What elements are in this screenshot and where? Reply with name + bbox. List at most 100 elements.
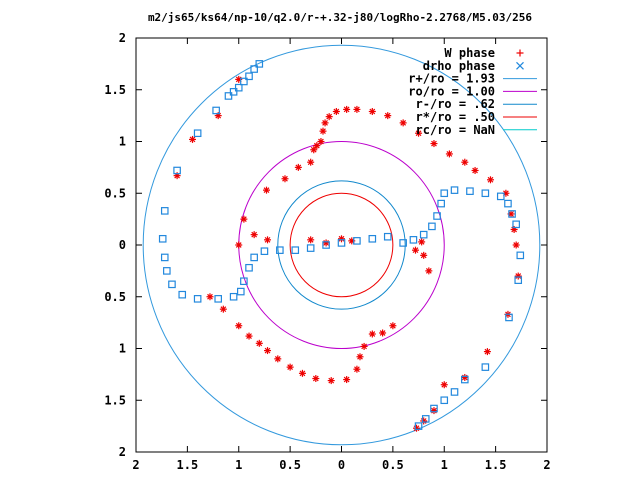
circle-1 xyxy=(238,141,445,349)
x-tick-label: 0.5 xyxy=(382,458,404,472)
w-phase-point xyxy=(512,241,520,249)
w-phase-point xyxy=(312,375,320,383)
drho-phase-point xyxy=(158,234,167,243)
w-phase-point xyxy=(255,339,263,347)
w-phase-point xyxy=(514,272,522,280)
x-tick-label: 0.5 xyxy=(279,458,301,472)
x-tick-label: 1.5 xyxy=(177,458,199,472)
drho-phase-point xyxy=(168,280,176,289)
legend-label: W phase xyxy=(444,46,495,60)
w-phase-point xyxy=(368,330,376,338)
drho-phase-point xyxy=(234,83,243,92)
drho-phase-point xyxy=(250,253,258,262)
w-phase-point xyxy=(486,176,494,184)
w-phase-point xyxy=(310,146,318,154)
w-phase-point xyxy=(307,158,315,166)
drho-phase-point xyxy=(466,187,474,195)
drho-phase-point xyxy=(450,186,459,194)
drho-phase-point xyxy=(399,239,407,247)
w-phase-point xyxy=(445,150,453,158)
drho-phase-point xyxy=(160,253,169,262)
drho-phase-point xyxy=(514,276,523,284)
drho-phase-point xyxy=(214,295,223,303)
w-phase-point xyxy=(368,107,376,115)
legend-label: r+/ro = 1.93 xyxy=(408,72,495,86)
w-phase-point xyxy=(379,329,387,337)
x-tick-label: 1.5 xyxy=(485,458,507,472)
drho-phase-point xyxy=(437,199,445,208)
legend-label: rc/ro = NaN xyxy=(416,123,495,137)
drho-phase-point xyxy=(250,65,258,73)
w-phase-point xyxy=(264,347,272,355)
w-phase-point xyxy=(262,186,270,194)
drho-phase-point xyxy=(306,244,315,252)
drho-phase-point xyxy=(496,192,505,201)
drho-phase-point xyxy=(322,241,330,249)
w-phase-point xyxy=(294,163,302,171)
drho-phase-point xyxy=(461,375,469,384)
w-phase-point xyxy=(353,105,361,113)
w-phase-point xyxy=(384,112,392,120)
w-phase-point xyxy=(418,238,426,246)
x-tick-label: 1 xyxy=(235,458,242,472)
drho-phase-point xyxy=(337,239,346,247)
drho-phase-point xyxy=(240,77,248,86)
drho-phase-point xyxy=(430,404,438,413)
drho-phase-point xyxy=(163,267,171,275)
drho-phase-point xyxy=(481,189,490,198)
x-tick-label: 1 xyxy=(441,458,448,472)
drho-phase-point xyxy=(428,222,436,231)
w-phase-point xyxy=(274,355,282,363)
drho-phase-point xyxy=(481,363,490,371)
w-phase-point xyxy=(235,241,243,249)
circle-2 xyxy=(277,180,406,310)
y-tick-label: 0 xyxy=(119,238,126,252)
drho-phase-point xyxy=(433,212,441,220)
w-phase-point xyxy=(313,142,321,150)
w-phase-point xyxy=(264,236,272,244)
drho-phase-point xyxy=(508,210,516,218)
drho-phase-point xyxy=(224,92,233,100)
w-phase-point xyxy=(327,377,335,385)
drho-phase-point xyxy=(178,290,187,299)
y-tick-label: 1.5 xyxy=(104,393,126,407)
circle-3 xyxy=(289,192,394,298)
w-phase-point xyxy=(245,332,253,340)
drho-phase-point xyxy=(193,295,202,303)
drho-phase-point xyxy=(260,247,269,256)
w-phase-point xyxy=(240,215,248,223)
w-phase-point xyxy=(471,166,479,174)
w-phase-point xyxy=(219,305,227,313)
drho-phase-point xyxy=(419,230,428,239)
chart-title: m2/js65/ks64/np-10/q2.0/r-+.32-j80/logRh… xyxy=(148,11,532,24)
w-phase-point xyxy=(250,231,258,239)
w-phase-point xyxy=(440,381,448,389)
w-phase-point xyxy=(415,129,423,137)
w-phase-point xyxy=(322,239,330,247)
w-phase-point xyxy=(307,236,315,244)
w-phase-point xyxy=(356,353,364,361)
drho-phase-point xyxy=(160,207,169,215)
w-phase-point xyxy=(399,119,407,127)
w-phase-point xyxy=(360,342,368,350)
drho-phase-point xyxy=(414,422,423,430)
drho-phase-point xyxy=(368,234,377,243)
drho-phase-point xyxy=(240,277,248,286)
w-phase-point xyxy=(425,267,433,275)
w-phase-point xyxy=(461,373,469,381)
w-phase-point xyxy=(281,175,289,183)
drho-phase-point xyxy=(276,246,284,254)
drho-phase-point xyxy=(421,415,430,423)
w-phase-point xyxy=(321,119,329,127)
w-phase-point xyxy=(332,107,340,115)
w-phase-point xyxy=(343,376,351,384)
w-phase-point xyxy=(189,135,197,143)
drho-phase-point xyxy=(229,88,238,96)
y-tick-label: 1.5 xyxy=(104,83,126,97)
y-tick-label: 0.5 xyxy=(104,290,126,304)
drho-phase-point xyxy=(245,263,253,272)
y-tick-label: 0.5 xyxy=(104,186,126,200)
x-tick-label: 2 xyxy=(543,458,550,472)
